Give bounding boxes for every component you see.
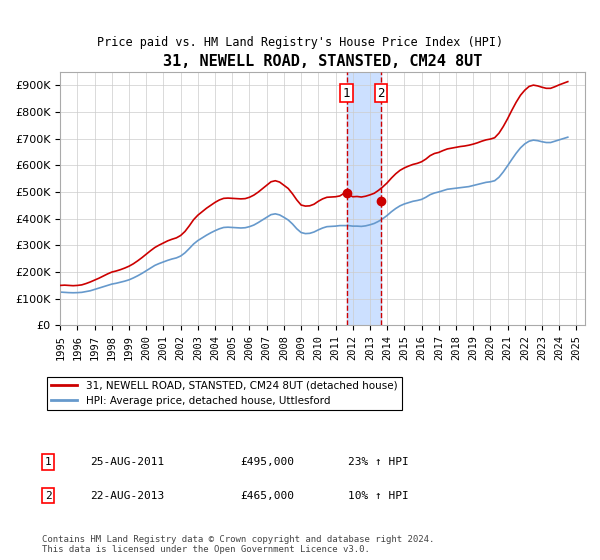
Text: 2: 2 xyxy=(377,87,385,100)
Text: 10% ↑ HPI: 10% ↑ HPI xyxy=(348,491,409,501)
Text: 23% ↑ HPI: 23% ↑ HPI xyxy=(348,457,409,467)
Text: 25-AUG-2011: 25-AUG-2011 xyxy=(90,457,164,467)
Text: £465,000: £465,000 xyxy=(240,491,294,501)
Text: 1: 1 xyxy=(343,87,350,100)
Text: £495,000: £495,000 xyxy=(240,457,294,467)
Text: Price paid vs. HM Land Registry's House Price Index (HPI): Price paid vs. HM Land Registry's House … xyxy=(97,36,503,49)
Text: 1: 1 xyxy=(44,457,52,467)
Text: 22-AUG-2013: 22-AUG-2013 xyxy=(90,491,164,501)
Text: Contains HM Land Registry data © Crown copyright and database right 2024.
This d: Contains HM Land Registry data © Crown c… xyxy=(42,535,434,554)
Bar xyxy=(347,72,381,325)
Text: 2: 2 xyxy=(44,491,52,501)
Legend: 31, NEWELL ROAD, STANSTED, CM24 8UT (detached house), HPI: Average price, detach: 31, NEWELL ROAD, STANSTED, CM24 8UT (det… xyxy=(47,377,401,410)
Title: 31, NEWELL ROAD, STANSTED, CM24 8UT: 31, NEWELL ROAD, STANSTED, CM24 8UT xyxy=(163,54,482,69)
